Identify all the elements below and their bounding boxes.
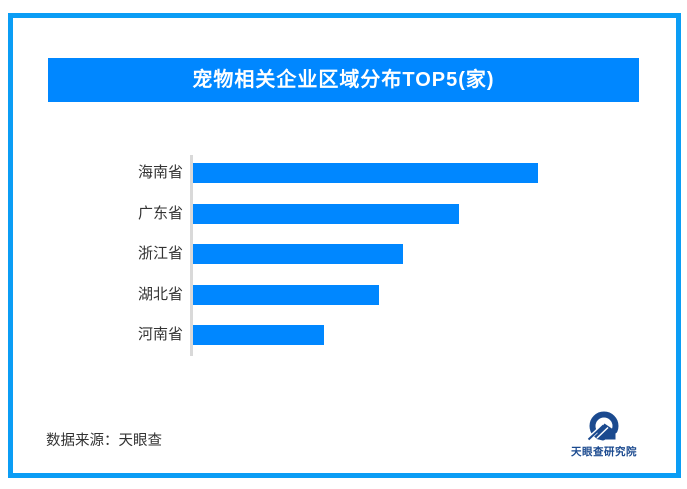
tianyancha-logo-text: 天眼查研究院 — [571, 446, 637, 458]
value-bar — [193, 163, 538, 183]
value-bar — [193, 203, 459, 224]
data-source-note: 数据来源：天眼查 — [46, 433, 162, 449]
tianyancha-research-logo: 天眼查研究院 — [565, 411, 643, 463]
category-label: 湖北省 — [137, 285, 183, 303]
chart-bar-row: 浙江省 — [0, 244, 687, 265]
chart-bar-row: 海南省 — [0, 163, 687, 183]
category-label: 海南省 — [137, 164, 183, 181]
chart-bar-row: 河南省 — [0, 325, 687, 346]
value-bar — [193, 244, 403, 265]
category-label: 浙江省 — [137, 245, 183, 263]
chart-bar-row: 湖北省 — [0, 284, 687, 305]
category-label: 广东省 — [137, 204, 183, 222]
category-label: 河南省 — [137, 326, 183, 344]
tianyancha-eye-icon — [587, 411, 619, 441]
chart-title: 宠物相关企业区域分布TOP5(家) — [48, 58, 639, 102]
chart-bar-row: 广东省 — [0, 203, 687, 224]
value-bar — [193, 284, 379, 305]
y-axis-line — [190, 155, 193, 356]
value-bar — [193, 325, 324, 346]
page-border-frame — [8, 13, 681, 478]
